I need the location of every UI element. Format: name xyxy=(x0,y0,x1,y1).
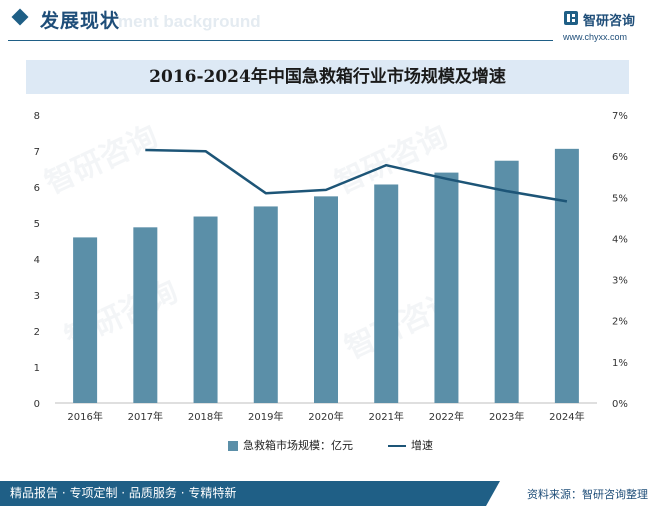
y-left-tick-label: 5 xyxy=(34,219,40,230)
legend-swatch-bar xyxy=(228,441,238,451)
growth-line xyxy=(145,148,568,203)
legend-item-bar: 急救箱市场规模：亿元 xyxy=(228,437,353,457)
header-divider xyxy=(8,40,553,41)
x-tick-label: 2018年 xyxy=(188,410,223,423)
bar xyxy=(434,172,459,403)
bar xyxy=(374,184,399,403)
footer-slogan: 精品报告 · 专项定制 · 品质服务 · 专精特新 xyxy=(10,486,237,500)
y-left-tick-label: 8 xyxy=(34,111,40,122)
y-left-tick-label: 2 xyxy=(34,327,40,338)
y-left-tick-label: 1 xyxy=(34,363,40,374)
x-tick-label: 2016年 xyxy=(67,410,102,423)
legend-item-line: 增速 xyxy=(388,437,433,457)
brand-logo: 智研咨询 www.chyxx.com xyxy=(563,10,651,44)
y-left-tick-label: 7 xyxy=(34,147,40,158)
legend-label-line: 增速 xyxy=(411,439,433,452)
x-tick-label: 2022年 xyxy=(429,410,464,423)
footer-source-box: 资料来源：智研咨询整理 xyxy=(486,481,656,506)
header: 发展现状 ment background 智研咨询 www.chyxx.com xyxy=(0,0,656,42)
y-right-tick-label: 7% xyxy=(612,111,628,122)
section-title: 发展现状 xyxy=(40,10,121,32)
x-tick-label: 2023年 xyxy=(489,410,524,423)
bar xyxy=(314,196,338,403)
x-tick-label: 2020年 xyxy=(308,410,343,423)
footer-bar: 精品报告 · 专项定制 · 品质服务 · 专精特新 资料来源：智研咨询整理 xyxy=(0,481,656,506)
y-right-tick-label: 0% xyxy=(612,399,628,410)
y-right-tick-label: 4% xyxy=(612,234,628,245)
bar xyxy=(253,206,278,403)
chart-plot: 0 1 2 3 4 5 6 7 8 0% 1% 2% 3% 4% 5% 6% 7% 2016年 2017年 2018年… xyxy=(34,111,628,423)
y-left-tick-label: 4 xyxy=(34,255,40,266)
chart-title-bar: 2016-2024年中国急救箱行业市场规模及增速 xyxy=(26,60,629,94)
legend-swatch-line xyxy=(388,445,406,447)
y-right-tick-label: 1% xyxy=(612,358,628,369)
bar xyxy=(73,237,98,403)
y-right-tick-label: 6% xyxy=(612,152,628,163)
logo-name: 智研咨询 xyxy=(583,14,636,29)
x-tick-label: 2019年 xyxy=(248,410,283,423)
bar xyxy=(133,227,158,403)
bar xyxy=(193,216,218,403)
legend-label-bar: 急救箱市场规模：亿元 xyxy=(243,439,353,452)
x-tick-label: 2021年 xyxy=(368,410,403,423)
bar xyxy=(494,160,519,403)
section-title-background-text: ment background xyxy=(118,12,261,31)
y-left-tick-label: 0 xyxy=(34,399,40,410)
y-right-tick-label: 2% xyxy=(612,317,628,328)
y-left-tick-label: 3 xyxy=(34,291,40,302)
logo-icon xyxy=(564,11,578,25)
chart-title: 2016-2024年中国急救箱行业市场规模及增速 xyxy=(149,67,506,87)
x-tick-label: 2017年 xyxy=(128,410,163,423)
y-right-tick-label: 3% xyxy=(612,276,628,287)
bar xyxy=(554,148,579,403)
y-left-tick-label: 6 xyxy=(34,183,40,194)
y-right-tick-label: 5% xyxy=(612,193,628,204)
footer-source: 资料来源：智研咨询整理 xyxy=(527,488,648,501)
logo-url: www.chyxx.com xyxy=(563,32,628,42)
chart-legend: 急救箱市场规模：亿元 增速 xyxy=(0,437,656,457)
x-tick-label: 2024年 xyxy=(549,410,584,423)
